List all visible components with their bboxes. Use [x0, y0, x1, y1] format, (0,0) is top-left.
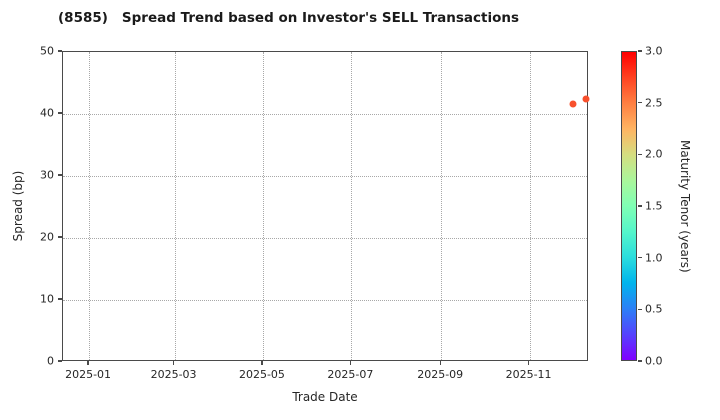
colorbar-tick-mark: [638, 153, 642, 155]
x-tick-label: 2025-01: [65, 368, 112, 381]
y-tick-label: 50: [40, 44, 54, 58]
colorbar-tick-label: 2.5: [645, 96, 663, 110]
y-tick-label: 10: [40, 292, 54, 306]
y-tick-mark: [58, 360, 62, 362]
y-tick-label: 20: [40, 230, 54, 244]
colorbar-tick-mark: [638, 102, 642, 104]
colorbar-tick-label: 1.0: [645, 251, 663, 265]
y-gridline: [63, 300, 587, 301]
chart-title: (8585) Spread Trend based on Investor's S…: [58, 10, 519, 26]
x-tick-mark: [439, 361, 441, 365]
x-gridline: [529, 52, 531, 360]
colorbar-tick-mark: [638, 257, 642, 259]
x-tick-label: 2025-03: [150, 368, 197, 381]
colorbar-label: Maturity Tenor (years): [678, 139, 692, 273]
x-tick-mark: [172, 361, 175, 365]
colorbar-tick-label: 0.5: [645, 302, 663, 316]
x-gridline: [89, 52, 91, 360]
y-tick-mark: [58, 174, 62, 176]
plot-area: [62, 51, 590, 361]
colorbar-tick-label: 0.0: [645, 354, 663, 368]
colorbar-tick-mark: [638, 308, 642, 310]
x-tick-label: 2025-09: [417, 368, 464, 381]
colorbar-gradient: [621, 51, 637, 361]
x-gridline: [262, 52, 264, 360]
x-tick-mark: [527, 361, 530, 365]
y-tick-mark: [58, 298, 62, 300]
y-tick-label: 0: [47, 354, 54, 368]
x-gridline: [174, 52, 176, 360]
x-tick-label: 2025-05: [238, 368, 285, 381]
title-main-text: Spread Trend based on Investor's SELL Tr…: [121, 10, 520, 26]
x-tick-mark: [87, 361, 89, 365]
data-point: [569, 100, 577, 108]
x-tick-mark: [349, 361, 351, 365]
colorbar-tick-mark: [638, 50, 642, 52]
colorbar-tick-mark: [638, 205, 642, 207]
y-gridline: [63, 238, 587, 239]
y-tick-mark: [58, 112, 62, 114]
y-gridline: [63, 114, 587, 115]
colorbar-tick-label: 1.5: [645, 199, 663, 213]
x-tick-mark: [261, 361, 263, 365]
colorbar-tick-label: 2.0: [645, 147, 663, 161]
y-tick-label: 30: [40, 168, 54, 182]
y-tick-mark: [58, 236, 62, 238]
y-gridline: [63, 176, 587, 177]
x-gridline: [441, 52, 443, 360]
x-tick-label: 2025-07: [327, 368, 374, 381]
colorbar-tick-label: 3.0: [645, 44, 663, 58]
title-ticker-code: (8585): [58, 10, 108, 26]
y-tick-mark: [58, 50, 62, 52]
x-tick-label: 2025-11: [505, 368, 552, 381]
x-axis-label: Trade Date: [292, 390, 358, 404]
data-point: [582, 95, 590, 102]
colorbar-tick-mark: [638, 360, 642, 362]
y-tick-label: 40: [40, 106, 54, 120]
x-gridline: [351, 52, 353, 360]
